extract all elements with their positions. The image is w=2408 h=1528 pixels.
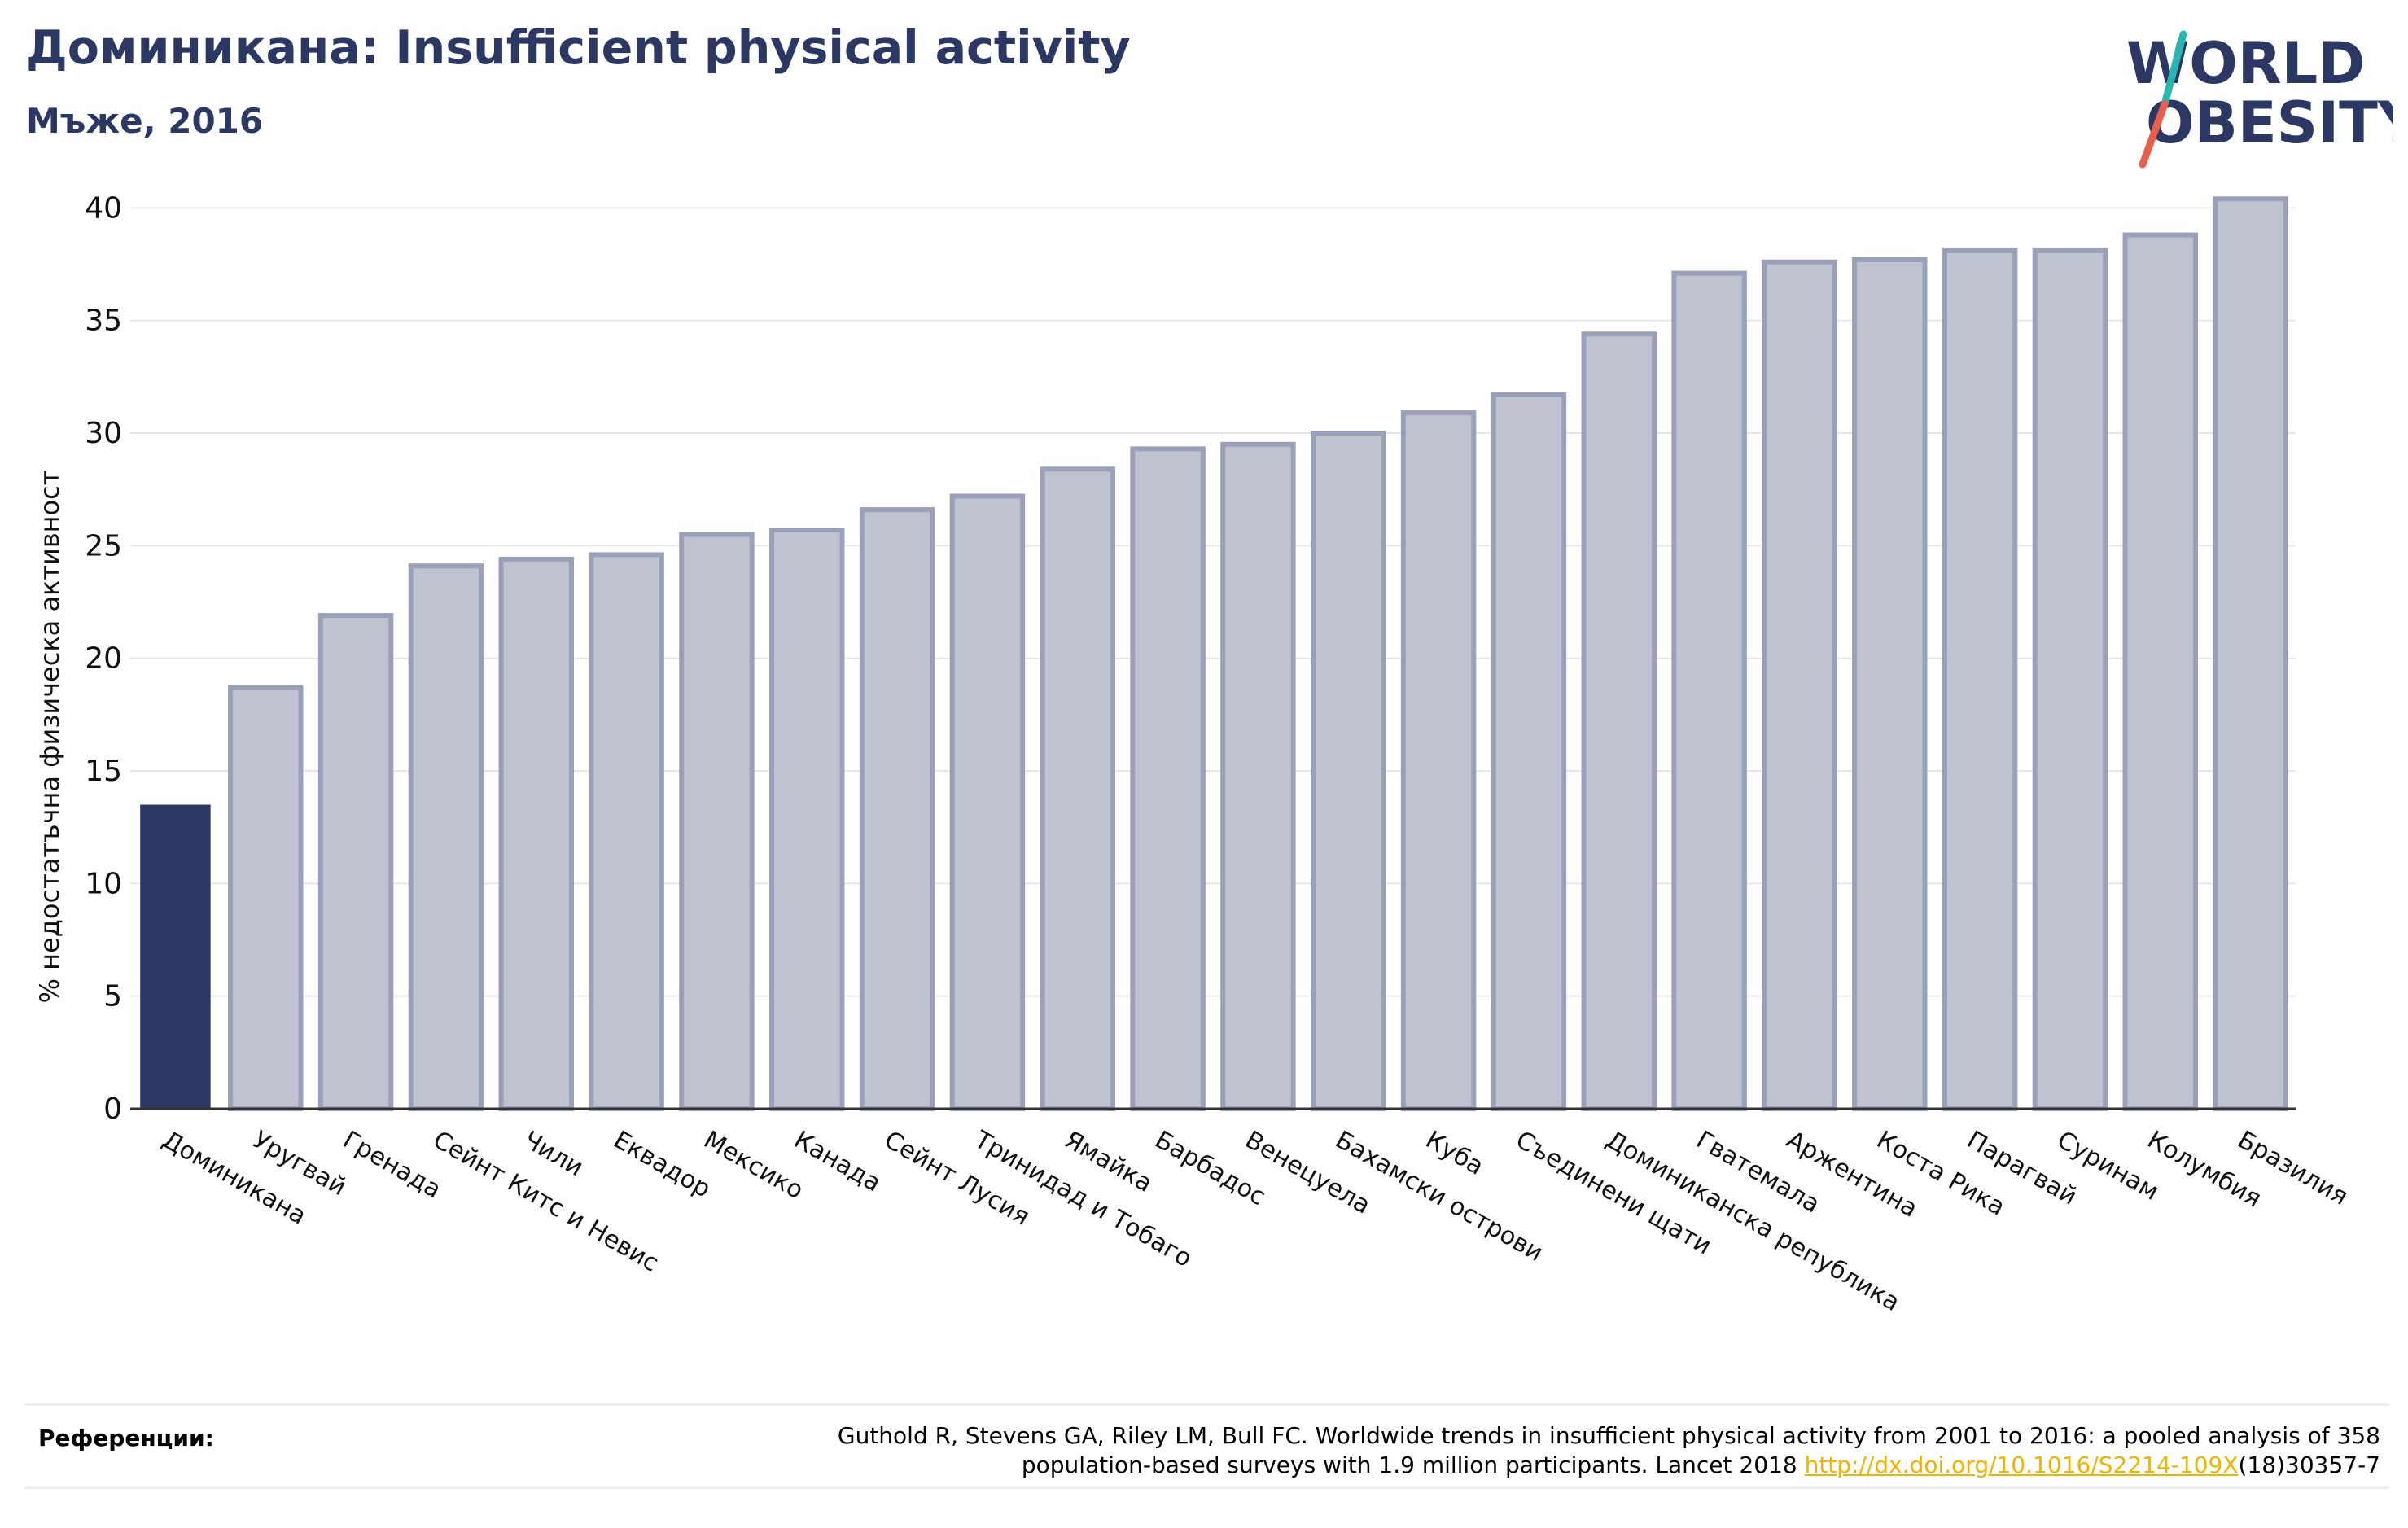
bar-3 — [317, 613, 394, 1111]
bar-20 — [1852, 256, 1928, 1111]
logo-slash-bottom — [2139, 100, 2169, 169]
x-tick-label: Куба — [1421, 1126, 1488, 1181]
bar-8 — [769, 527, 845, 1111]
bar-6 — [589, 552, 664, 1111]
y-tick-label: 25 — [85, 529, 122, 563]
bar-23 — [2122, 232, 2198, 1111]
bar-14 — [1311, 431, 1386, 1111]
logo-slash-top — [2161, 30, 2187, 108]
bar-16 — [1491, 392, 1567, 1111]
chart-subtitle: Мъже, 2016 — [26, 101, 264, 141]
references-bottom-rule — [24, 1486, 2389, 1489]
bar-19 — [1762, 259, 1837, 1112]
bar-18 — [1671, 270, 1747, 1112]
y-tick-label: 0 — [103, 1092, 122, 1126]
bar-10 — [949, 493, 1026, 1111]
doi-link[interactable]: http://dx.doi.org/10.1016/S2214-109X — [1804, 1451, 2239, 1478]
x-tick-label: Мексико — [698, 1126, 808, 1206]
bar-12 — [1130, 446, 1206, 1111]
bar-7 — [679, 532, 755, 1111]
logo-line2: OBESITY — [2146, 90, 2393, 156]
bar-chart: 0 5 10 15 20 25 30 35 40 ДоминиканаУругвайГренад… — [34, 191, 2353, 1317]
y-tick-label: 20 — [85, 642, 122, 676]
references-top-rule — [24, 1403, 2389, 1406]
bar-11 — [1040, 466, 1115, 1111]
chart-title: Доминикана: Insufficient physical activi… — [26, 21, 1131, 75]
bar-21 — [1942, 247, 2018, 1111]
bars — [140, 196, 2288, 1112]
x-tick-label: Чили — [519, 1126, 589, 1183]
references-text: Guthold R, Stevens GA, Riley LM, Bull FC… — [508, 1421, 2380, 1480]
y-axis-ticks: 0 5 10 15 20 25 30 35 40 — [85, 191, 122, 1126]
bar-24 — [2213, 196, 2288, 1111]
y-axis-title: % недостатъчна физическа активност — [34, 471, 65, 1004]
y-tick-label: 15 — [85, 755, 122, 788]
y-tick-label: 5 — [103, 980, 122, 1014]
bar-22 — [2032, 247, 2108, 1111]
x-tick-label: Гренада — [338, 1126, 446, 1205]
y-tick-label: 30 — [85, 417, 122, 450]
bar-13 — [1220, 441, 1296, 1111]
bar-2 — [228, 685, 304, 1111]
bar-17 — [1581, 331, 1657, 1111]
x-tick-label: Еквадор — [609, 1126, 716, 1204]
y-tick-label: 35 — [85, 304, 122, 338]
bar-4 — [408, 563, 484, 1111]
world-obesity-logo: WORLD OBESITY — [2126, 30, 2393, 169]
reference-line-2-start: population-based surveys with 1.9 millio… — [1021, 1451, 1805, 1478]
y-tick-label: 10 — [85, 867, 122, 900]
bar-15 — [1400, 410, 1477, 1112]
reference-line-1: Guthold R, Stevens GA, Riley LM, Bull FC… — [837, 1422, 2380, 1449]
reference-line-2-end: (18)30357-7 — [2238, 1451, 2380, 1478]
bar-5 — [498, 556, 574, 1111]
y-tick-label: 40 — [85, 191, 122, 225]
bar-1 — [140, 804, 211, 1109]
references-label: Референции: — [38, 1425, 214, 1451]
reference-line-2: population-based surveys with 1.9 millio… — [508, 1451, 2380, 1480]
bar-9 — [859, 507, 935, 1111]
